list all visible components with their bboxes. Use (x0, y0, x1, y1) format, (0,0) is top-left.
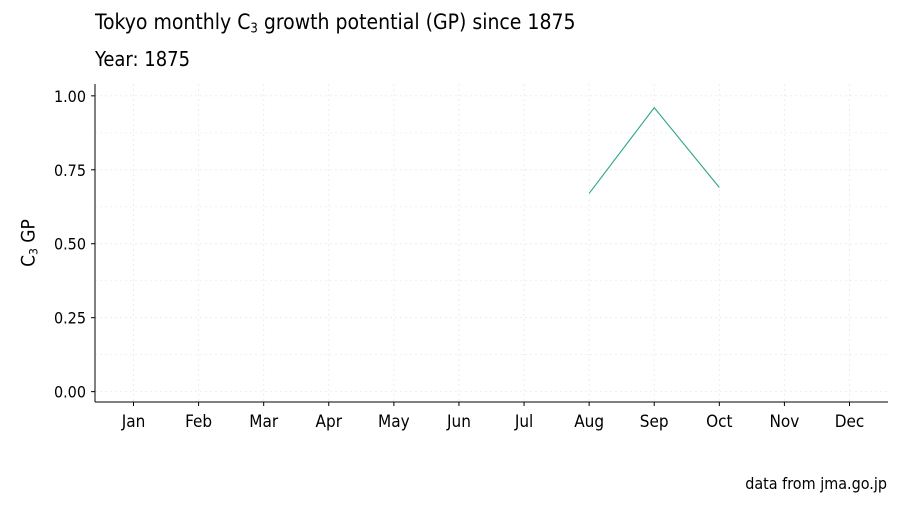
x-tick-label: Jun (446, 412, 471, 432)
x-tick-label: May (378, 412, 410, 432)
x-tick-label: Mar (249, 412, 279, 432)
x-tick-label: Oct (706, 412, 732, 432)
y-tick-label: 0.00 (54, 383, 86, 402)
y-tick-label: 0.75 (54, 161, 86, 180)
x-tick-label: Feb (185, 412, 212, 432)
y-tick-label: 0.25 (54, 309, 86, 328)
chart-title: Tokyo monthly C3 growth potential (GP) s… (95, 10, 576, 37)
y-tick-label: 0.50 (54, 235, 86, 254)
x-tick-label: Nov (769, 412, 799, 432)
x-tick-label: Apr (316, 412, 343, 432)
y-tick-label: 1.00 (54, 87, 86, 106)
x-tick-label: Aug (574, 412, 604, 432)
x-tick-label: Sep (640, 412, 669, 432)
x-tick-label: Jul (514, 412, 533, 432)
x-tick-label: Dec (835, 412, 865, 432)
data-source-caption: data from jma.go.jp (745, 474, 887, 493)
chart-subtitle: Year: 1875 (95, 47, 191, 71)
x-tick-label: Jan (121, 412, 146, 432)
series-line (588, 106, 720, 194)
